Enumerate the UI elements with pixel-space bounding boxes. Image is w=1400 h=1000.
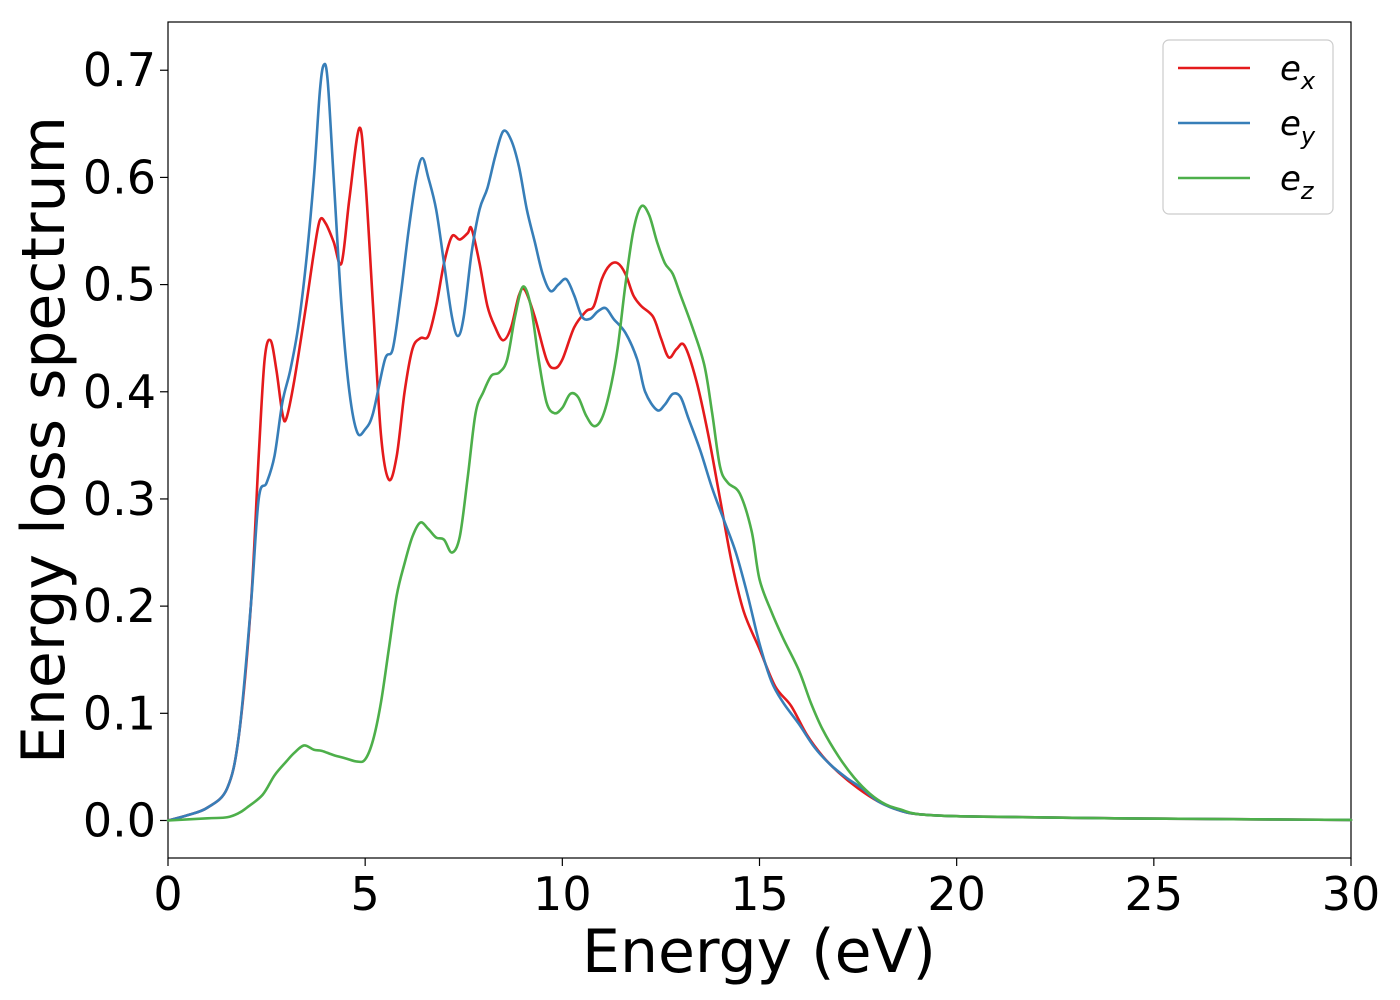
x-tick-label: 10 [533,867,592,921]
legend-label: ey [1280,104,1316,150]
series-line-e-x [166,126,1353,822]
x-tick-label: 30 [1322,867,1381,921]
y-tick-label: 0.3 [83,472,156,526]
legend-label-base: e [1280,159,1301,199]
legend-label-subscript: x [1300,67,1316,95]
legend-label-base: e [1280,49,1301,89]
x-tick-label: 20 [927,867,986,921]
y-tick-label: 0.5 [83,258,156,312]
legend-label: ex [1280,49,1316,95]
series-line-e-z [166,204,1353,822]
y-axis-title: Energy loss spectrum [9,116,79,764]
x-tick-label: 15 [730,867,789,921]
x-axis-ticks: 0 5 10 15 20 25 30 [153,858,1380,921]
y-tick-label: 0.4 [83,365,156,419]
x-tick-label: 25 [1125,867,1184,921]
y-tick-label: 0.1 [83,686,156,740]
y-axis-ticks: 0.0 0.1 0.2 0.3 0.4 0.5 0.6 0.7 [83,43,168,847]
y-tick-label: 0.0 [83,793,156,847]
series-line-e-y [166,62,1353,822]
legend-label-subscript: y [1300,122,1316,150]
x-tick-label: 5 [351,867,380,921]
y-tick-label: 0.6 [83,150,156,204]
legend-label-subscript: z [1300,177,1315,205]
x-tick-label: 0 [153,867,182,921]
legend-box [1162,39,1334,215]
series-layer [166,62,1353,822]
y-tick-label: 0.2 [83,579,156,633]
legend-label: ez [1280,159,1315,205]
legend-label-base: e [1280,104,1301,144]
y-tick-label: 0.7 [83,43,156,97]
x-axis-title: Energy (eV) [582,917,936,987]
